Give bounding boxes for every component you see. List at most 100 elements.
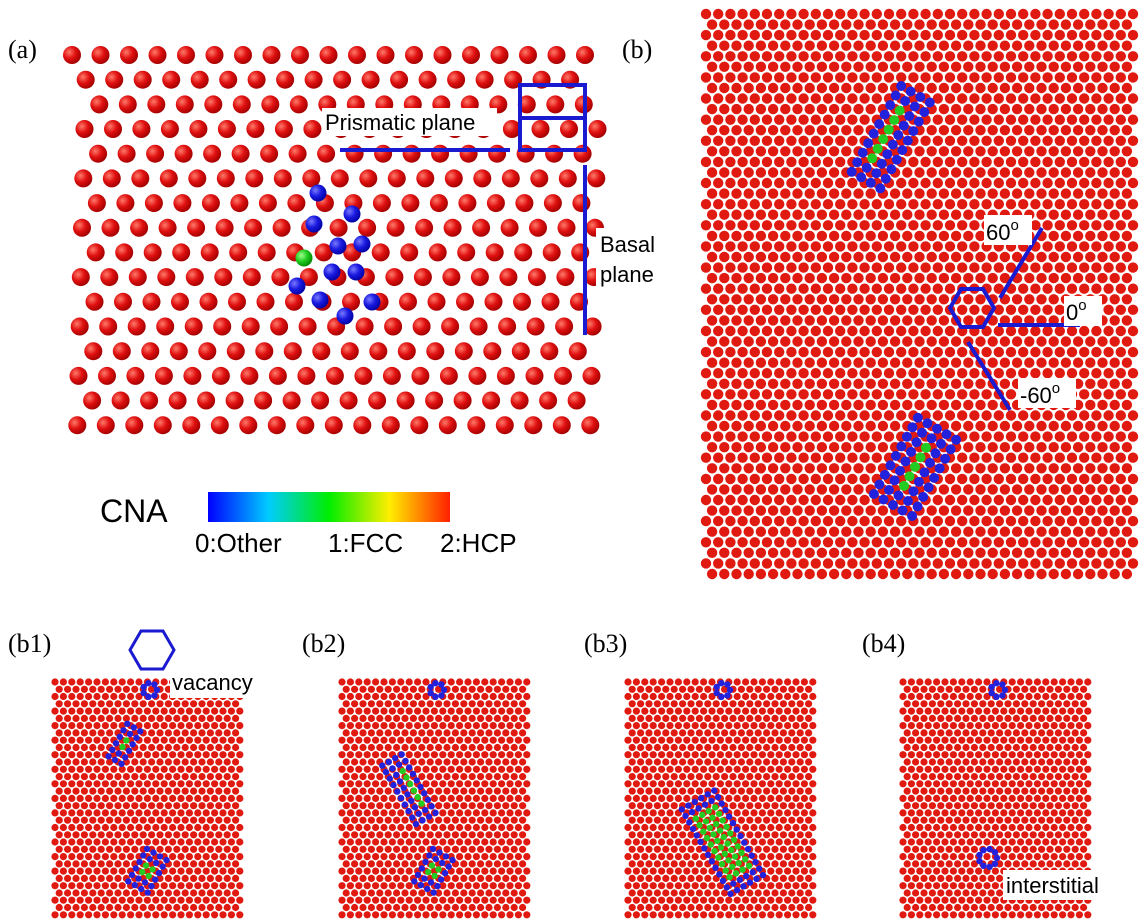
red-atom — [912, 700, 919, 707]
red-atom — [228, 882, 235, 889]
red-atom — [228, 751, 235, 758]
red-atom — [786, 389, 796, 399]
red-atom — [144, 708, 151, 715]
red-atom — [498, 693, 505, 700]
red-atom — [817, 252, 827, 262]
red-atom — [756, 231, 766, 241]
red-atom — [786, 453, 796, 463]
red-atom — [920, 802, 927, 809]
red-atom — [1042, 199, 1052, 209]
red-atom — [756, 252, 766, 262]
red-atom — [744, 505, 754, 515]
red-atom — [186, 780, 193, 787]
red-atom — [190, 802, 197, 809]
red-atom — [746, 889, 753, 896]
red-atom — [866, 104, 876, 114]
red-atom — [364, 838, 371, 845]
red-atom — [1097, 188, 1107, 198]
red-atom — [809, 708, 816, 715]
red-atom — [523, 868, 530, 875]
red-atom — [763, 715, 770, 722]
red-atom — [359, 831, 366, 838]
red-atom — [1063, 773, 1070, 780]
red-atom — [1067, 368, 1077, 378]
red-atom — [1079, 51, 1089, 61]
red-atom — [464, 737, 471, 744]
red-atom — [713, 729, 720, 736]
red-atom — [933, 326, 943, 336]
blue-atom — [354, 236, 371, 253]
red-atom — [569, 342, 587, 360]
red-atom — [215, 788, 222, 795]
red-atom — [1021, 817, 1028, 824]
red-atom — [380, 708, 387, 715]
red-atom — [713, 262, 723, 272]
red-atom — [859, 431, 869, 441]
red-atom — [847, 51, 857, 61]
red-atom — [756, 83, 766, 93]
red-atom — [1042, 115, 1052, 125]
red-atom — [1110, 104, 1120, 114]
red-atom — [1049, 548, 1059, 558]
red-atom — [725, 51, 735, 61]
red-atom — [954, 715, 961, 722]
red-atom — [494, 904, 501, 911]
red-atom — [786, 157, 796, 167]
red-atom — [64, 860, 71, 867]
red-atom — [797, 802, 804, 809]
red-atom — [654, 773, 661, 780]
red-atom — [988, 83, 998, 93]
red-atom — [490, 868, 497, 875]
red-atom — [975, 809, 982, 816]
red-atom — [1076, 708, 1083, 715]
red-atom — [737, 410, 747, 420]
red-atom — [376, 729, 383, 736]
red-atom — [389, 911, 396, 918]
red-atom — [1072, 773, 1079, 780]
red-atom — [68, 911, 75, 918]
red-atom — [1036, 125, 1046, 135]
red-atom — [811, 178, 821, 188]
red-atom — [401, 194, 419, 212]
red-atom — [239, 416, 257, 434]
red-atom — [933, 347, 943, 357]
red-atom — [941, 722, 948, 729]
red-atom — [347, 911, 354, 918]
red-atom — [744, 421, 754, 431]
red-atom — [780, 700, 787, 707]
red-atom — [1116, 537, 1126, 547]
red-atom — [662, 860, 669, 867]
red-atom — [1021, 715, 1028, 722]
red-atom — [908, 9, 918, 19]
red-atom — [473, 868, 480, 875]
red-atom — [157, 268, 175, 286]
red-atom — [957, 199, 967, 209]
red-atom — [494, 758, 501, 765]
red-atom — [380, 751, 387, 758]
red-atom — [1049, 83, 1059, 93]
red-atom — [742, 824, 749, 831]
blue-atom — [915, 92, 925, 102]
red-atom — [750, 824, 757, 831]
red-atom — [933, 51, 943, 61]
red-atom — [1013, 758, 1020, 765]
red-atom — [847, 284, 857, 294]
red-atom — [1084, 722, 1091, 729]
red-atom — [359, 715, 366, 722]
red-atom — [774, 368, 784, 378]
red-atom — [666, 897, 673, 904]
red-atom — [774, 305, 784, 315]
red-atom — [401, 729, 408, 736]
red-atom — [333, 71, 351, 89]
red-atom — [658, 751, 665, 758]
red-atom — [98, 904, 105, 911]
red-atom — [232, 831, 239, 838]
red-atom — [675, 838, 682, 845]
red-atom — [899, 780, 906, 787]
red-atom — [1030, 700, 1037, 707]
red-atom — [444, 219, 462, 237]
red-atom — [60, 795, 67, 802]
red-atom — [1080, 729, 1087, 736]
red-atom — [351, 875, 358, 882]
red-atom — [1128, 305, 1138, 315]
